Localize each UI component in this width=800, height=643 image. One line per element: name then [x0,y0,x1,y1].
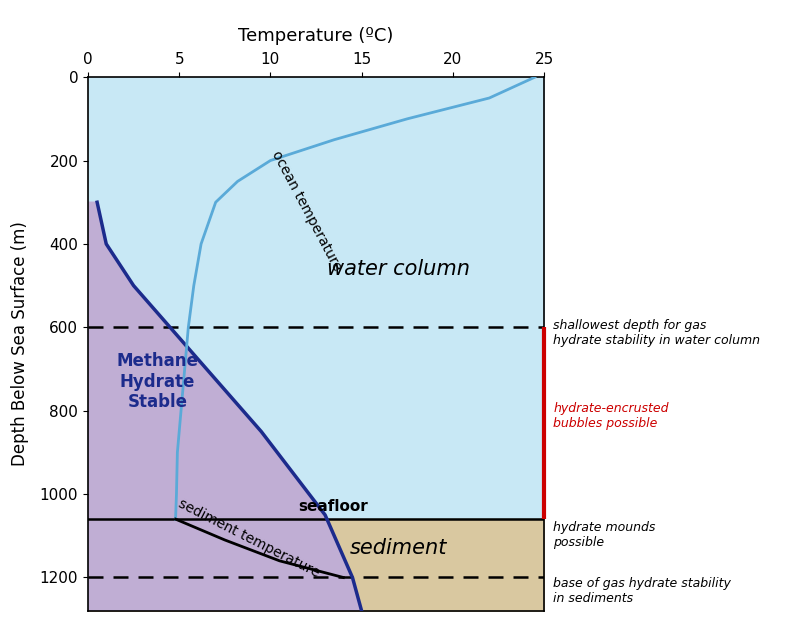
Text: sediment temperature: sediment temperature [176,497,322,581]
Y-axis label: Depth Below Sea Surface (m): Depth Below Sea Surface (m) [10,222,29,466]
Text: hydrate-encrusted
bubbles possible: hydrate-encrusted bubbles possible [553,403,669,430]
X-axis label: Temperature (ºC): Temperature (ºC) [238,27,394,45]
Text: sediment: sediment [350,538,446,558]
Text: seafloor: seafloor [298,499,367,514]
Text: hydrate mounds
possible: hydrate mounds possible [553,521,655,549]
Text: base of gas hydrate stability
in sediments: base of gas hydrate stability in sedimen… [553,577,731,606]
Polygon shape [88,203,362,611]
Text: Methane
Hydrate
Stable: Methane Hydrate Stable [116,352,198,412]
Text: water column: water column [326,259,470,279]
Text: shallowest depth for gas
hydrate stability in water column: shallowest depth for gas hydrate stabili… [553,319,760,347]
Text: ocean temperature: ocean temperature [270,148,345,273]
